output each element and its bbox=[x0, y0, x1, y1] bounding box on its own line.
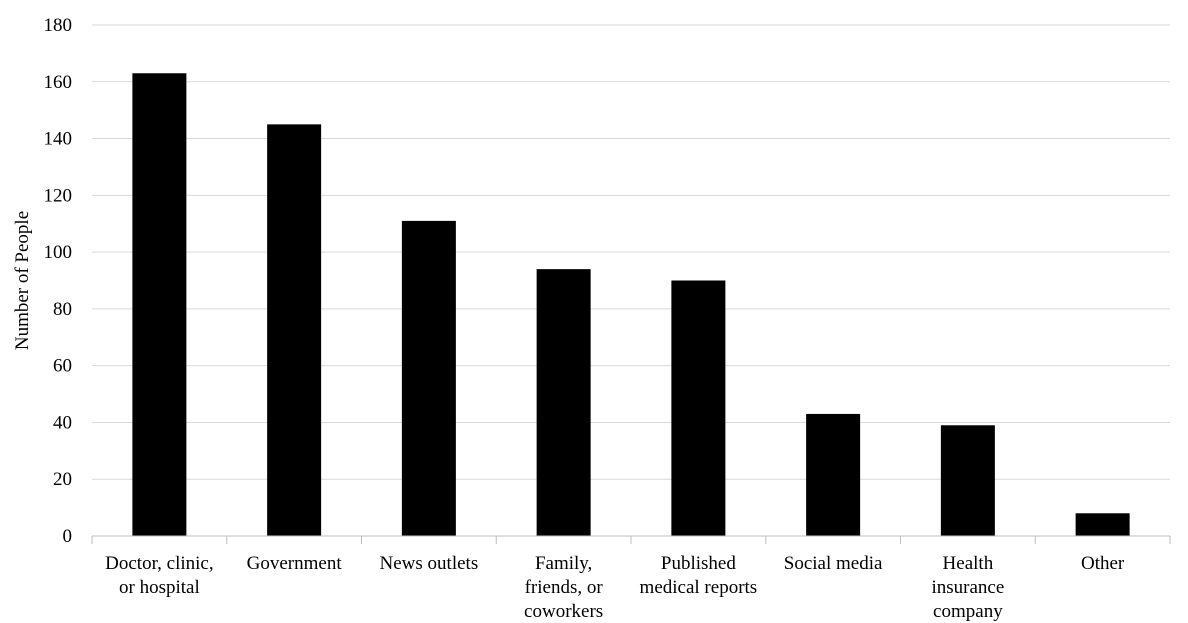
bar bbox=[536, 269, 591, 536]
gridlines bbox=[92, 24, 1170, 480]
y-tick-label: 180 bbox=[44, 15, 73, 36]
x-axis bbox=[91, 535, 1171, 544]
bar bbox=[132, 73, 187, 536]
bars bbox=[132, 73, 1130, 536]
x-category-label: Published medical reports bbox=[640, 553, 758, 598]
y-tick-label: 60 bbox=[53, 356, 72, 377]
bar bbox=[806, 413, 861, 536]
bar bbox=[1075, 513, 1130, 536]
x-category-label: Government bbox=[247, 553, 343, 574]
x-category-label: Other bbox=[1081, 553, 1125, 574]
x-category-label: Family, friends, or coworkers bbox=[524, 553, 603, 622]
bar bbox=[671, 280, 726, 536]
y-tick-label: 160 bbox=[44, 72, 73, 93]
y-axis-title: Number of People bbox=[12, 211, 33, 350]
x-category-label: Social media bbox=[784, 553, 883, 574]
y-tick-label: 0 bbox=[63, 526, 73, 547]
y-tick-label: 40 bbox=[53, 412, 72, 433]
x-category-label: News outlets bbox=[380, 553, 479, 574]
bar bbox=[401, 220, 456, 536]
x-category-label: Health insurance company bbox=[931, 553, 1004, 622]
y-tick-label: 140 bbox=[44, 129, 73, 150]
bar bbox=[940, 425, 995, 536]
x-axis-category-labels: Doctor, clinic, or hospital Government News… bbox=[105, 553, 1125, 622]
y-axis-ticks: 0 20 40 60 80 100 120 140 160 180 bbox=[44, 15, 73, 547]
y-tick-label: 20 bbox=[53, 469, 72, 490]
y-tick-label: 80 bbox=[53, 299, 72, 320]
bar bbox=[267, 124, 322, 536]
y-tick-label: 120 bbox=[44, 185, 73, 206]
y-tick-label: 100 bbox=[44, 242, 73, 263]
x-category-label: Doctor, clinic, or hospital bbox=[105, 553, 213, 598]
